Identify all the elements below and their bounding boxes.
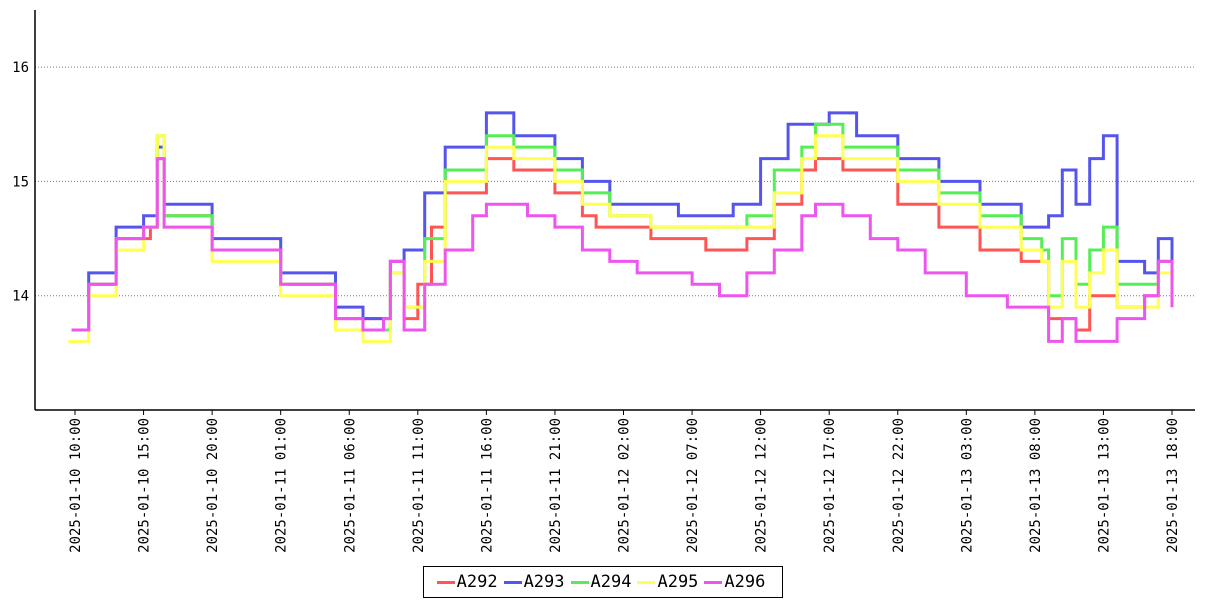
series-line-a293 [71, 111, 1174, 332]
legend-swatch [503, 580, 522, 584]
x-tick-label: 2025-01-10 10:00 [68, 418, 84, 553]
legend-item-a296: A296 [704, 572, 769, 592]
x-tick-label: 2025-01-13 08:00 [1028, 418, 1044, 553]
y-tick-labels: 14 15 16 [12, 60, 29, 305]
legend-item-a295: A295 [637, 572, 702, 592]
legend-item-a293: A293 [503, 572, 569, 592]
x-tick-label: 2025-01-12 22:00 [891, 418, 907, 553]
x-tick-label: 2025-01-13 13:00 [1096, 418, 1112, 553]
x-tick-label: 2025-01-13 18:00 [1165, 418, 1181, 553]
y-tick-label: 14 [12, 289, 29, 305]
legend-swatch [637, 580, 656, 584]
x-tick-label: 2025-01-11 06:00 [342, 418, 358, 553]
x-tick-label: 2025-01-12 12:00 [754, 418, 770, 553]
y-tick-label: 16 [12, 60, 29, 76]
legend-item-a294: A294 [570, 572, 636, 592]
legend-label: A292 [456, 572, 498, 592]
x-tick-label: 2025-01-11 16:00 [479, 418, 495, 553]
x-tick-label: 2025-01-11 11:00 [411, 418, 427, 553]
legend: A292 A293 A294 A295 A296 [423, 566, 783, 598]
series-line-a296 [71, 157, 1174, 343]
series-lines [68, 111, 1174, 343]
legend-swatch [436, 580, 455, 584]
x-tick-label: 2025-01-10 15:00 [137, 418, 153, 553]
legend-label: A294 [590, 572, 632, 592]
legend-swatch [570, 580, 589, 584]
axes [34, 10, 1195, 411]
series-line-a295 [68, 134, 1174, 343]
x-tick-label: 2025-01-12 17:00 [822, 418, 838, 553]
x-tick-label: 2025-01-10 20:00 [205, 418, 221, 553]
y-tick-label: 15 [12, 174, 29, 190]
x-tick-label: 2025-01-11 21:00 [548, 418, 564, 553]
x-tick-label: 2025-01-12 07:00 [685, 418, 701, 553]
x-tick-label: 2025-01-11 01:00 [274, 418, 290, 553]
legend-item-a292: A292 [436, 572, 502, 592]
legend-label: A295 [657, 572, 699, 592]
legend-swatch [704, 580, 723, 584]
legend-label: A296 [724, 572, 766, 592]
legend-label: A293 [523, 572, 565, 592]
x-tick-label: 2025-01-13 03:00 [959, 418, 975, 553]
x-tick-label: 2025-01-12 02:00 [617, 418, 633, 553]
x-tick-labels: 2025-01-10 10:00 2025-01-10 15:00 2025-01-… [68, 410, 1181, 553]
